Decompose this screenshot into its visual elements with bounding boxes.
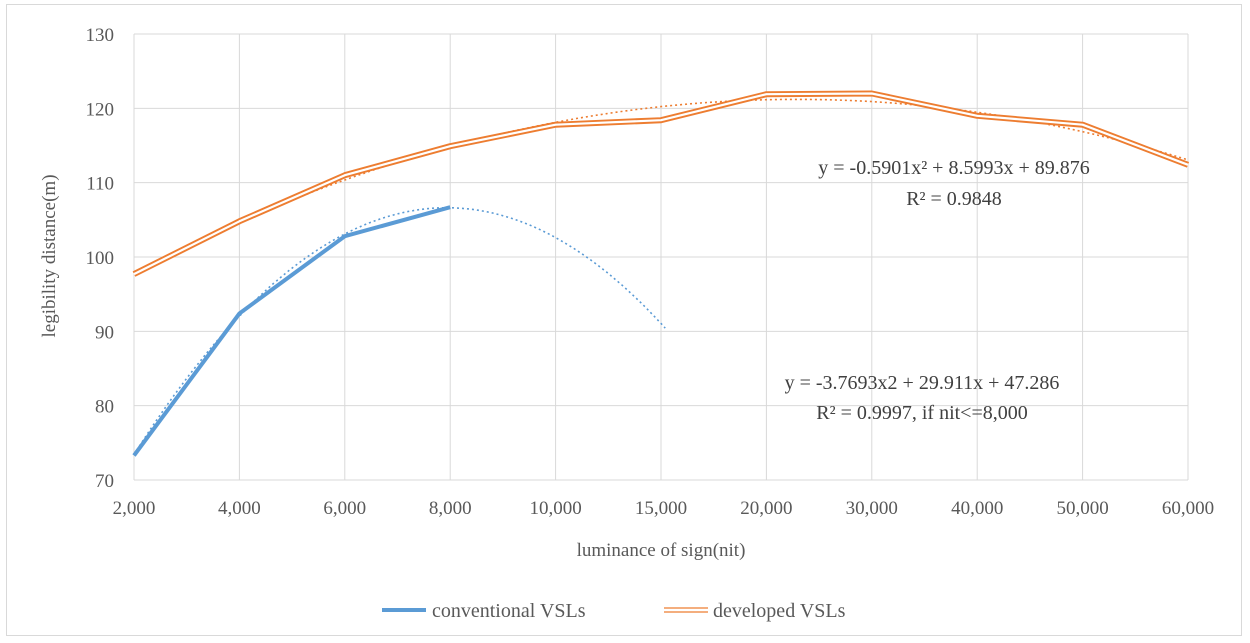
x-tick-label: 4,000: [218, 498, 261, 519]
legend: conventional VSLs developed VSLs: [382, 600, 846, 622]
x-tick-label: 30,000: [846, 498, 898, 519]
x-tick-labels: 2,000 4,000 6,000 8,000 10,000 15,000 20,000 30…: [113, 498, 1215, 519]
developed-equation: y = -0.5901x² + 8.5993x + 89.876: [818, 157, 1090, 179]
x-tick-label: 2,000: [113, 498, 156, 519]
x-tick-label: 40,000: [951, 498, 1003, 519]
x-tick-label: 50,000: [1056, 498, 1108, 519]
x-tick-label: 10,000: [529, 498, 581, 519]
y-tick-labels: 70 80 90 100 110 120 130: [86, 25, 115, 492]
legend-label-conventional: conventional VSLs: [432, 600, 586, 622]
trendline-developed: [133, 98, 1189, 274]
series-lines: [132, 90, 1190, 457]
trendlines: [133, 98, 1189, 455]
y-tick-label: 70: [95, 471, 114, 492]
x-tick-label: 20,000: [740, 498, 792, 519]
x-tick-label: 8,000: [429, 498, 472, 519]
y-tick-label: 130: [86, 25, 115, 46]
conventional-r2: R² = 0.9997, if nit<=8,000: [816, 402, 1028, 424]
legend-label-developed: developed VSLs: [713, 600, 846, 622]
y-axis-title: legibility distance(m): [39, 174, 60, 337]
y-tick-label: 120: [86, 99, 115, 120]
x-tick-label: 15,000: [635, 498, 687, 519]
y-tick-label: 80: [95, 397, 114, 418]
y-tick-label: 110: [86, 174, 114, 195]
y-tick-label: 100: [86, 248, 115, 269]
conventional-equation: y = -3.7693x2 + 29.911x + 47.286: [785, 372, 1060, 394]
series-line-developed-inner: [133, 92, 1189, 276]
x-tick-label: 6,000: [323, 498, 366, 519]
developed-r2: R² = 0.9848: [906, 188, 1002, 210]
series-line-conventional: [132, 205, 451, 457]
x-axis-title: luminance of sign(nit): [577, 540, 746, 561]
y-tick-label: 90: [95, 322, 114, 343]
chart-frame: [6, 4, 1242, 636]
x-tick-label: 60,000: [1162, 498, 1214, 519]
legend-swatch-developed: [664, 607, 708, 613]
grid-lines: [133, 33, 1189, 481]
